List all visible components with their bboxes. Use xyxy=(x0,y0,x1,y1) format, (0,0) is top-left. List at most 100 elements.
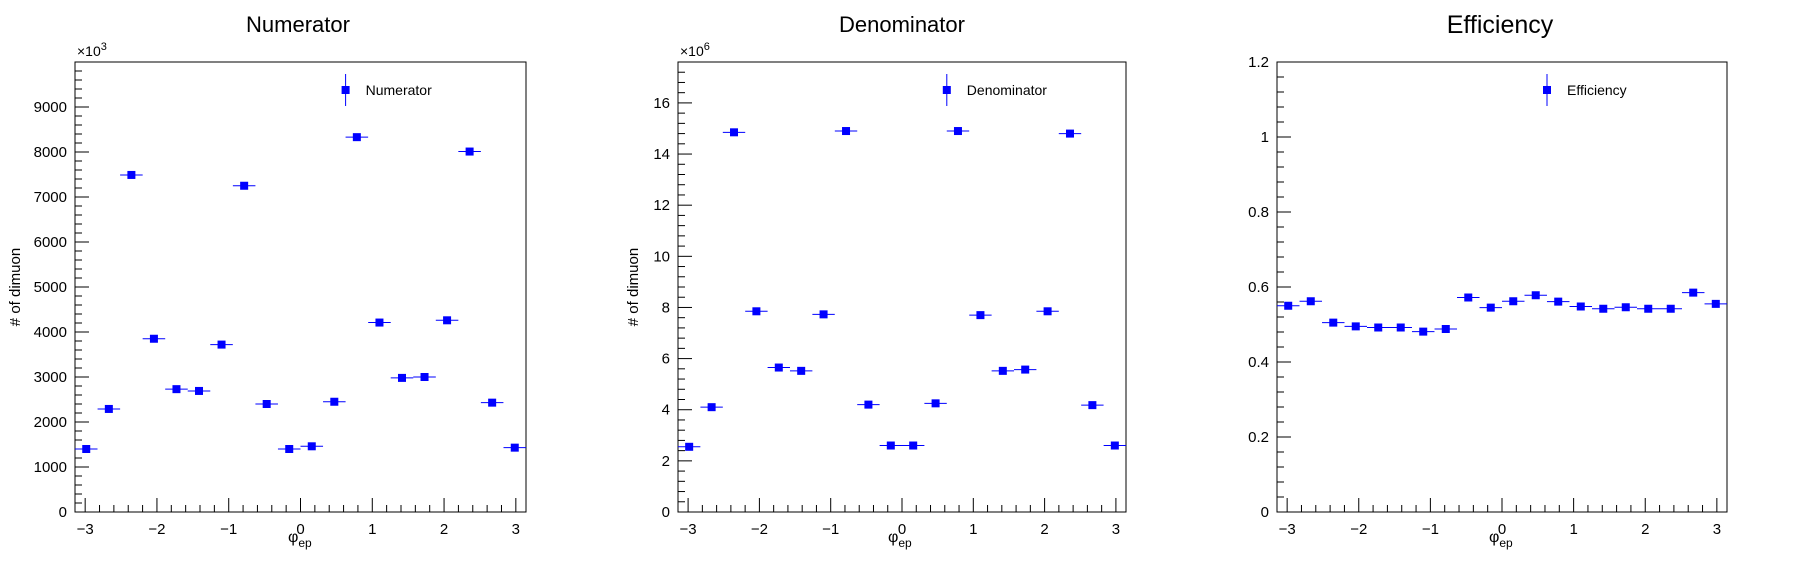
data-point xyxy=(857,400,880,409)
point-marker xyxy=(886,441,895,450)
data-point xyxy=(1524,291,1547,300)
y-tick-label: 16 xyxy=(653,95,670,112)
point-marker xyxy=(1689,288,1698,297)
x-tick-label: −3 xyxy=(1279,521,1296,538)
point-marker xyxy=(488,398,497,407)
point-marker xyxy=(953,127,962,136)
chart-title: Numerator xyxy=(246,12,350,37)
point-marker xyxy=(1065,129,1074,138)
data-point xyxy=(300,442,324,451)
x-axis-title-subscript: ep xyxy=(298,536,312,550)
y-tick-label: 8000 xyxy=(34,144,67,161)
x-tick-label: 0 xyxy=(296,521,304,538)
x-tick-label: −3 xyxy=(77,521,94,538)
x-tick-label: 1 xyxy=(1569,521,1577,538)
point-marker xyxy=(1088,401,1097,410)
point-marker xyxy=(1531,291,1540,300)
legend-label: Denominator xyxy=(967,82,1047,98)
point-marker xyxy=(864,400,873,409)
data-point xyxy=(901,441,925,450)
x-tick-label: 2 xyxy=(1641,521,1649,538)
y-multiplier-exponent: 3 xyxy=(101,41,107,53)
data-point xyxy=(187,386,211,395)
point-marker xyxy=(752,307,761,316)
chart-panel-2: Denominator−3 −2 −1 0 1 2 30246810121416×106# … xyxy=(625,12,1127,550)
data-point xyxy=(142,334,166,343)
data-point xyxy=(503,443,527,452)
point-marker xyxy=(1284,301,1293,310)
data-point xyxy=(1036,307,1059,316)
data-point xyxy=(1276,301,1300,310)
point-marker xyxy=(217,340,226,349)
x-tick-label: −2 xyxy=(751,521,768,538)
point-marker xyxy=(1110,441,1119,450)
data-point xyxy=(969,311,992,320)
y-tick-label: 7000 xyxy=(34,189,67,206)
data-point xyxy=(1659,304,1682,313)
data-point xyxy=(924,399,947,408)
data-point xyxy=(1681,288,1705,297)
point-marker xyxy=(1374,323,1383,332)
data-point xyxy=(946,127,970,136)
point-marker xyxy=(1306,297,1315,306)
x-axis-title-symbol: φ xyxy=(888,529,898,546)
y-tick-label: 0.4 xyxy=(1248,354,1269,371)
x-tick-label: 3 xyxy=(1112,521,1120,538)
data-point xyxy=(991,366,1015,375)
point-marker xyxy=(819,310,828,319)
data-point xyxy=(1103,441,1127,450)
point-marker xyxy=(909,441,918,450)
data-point xyxy=(1636,304,1660,313)
point-marker xyxy=(1351,322,1360,331)
x-axis-title: φep xyxy=(1489,529,1513,550)
data-point xyxy=(1546,297,1570,306)
data-point xyxy=(1366,323,1390,332)
x-tick-label: −1 xyxy=(822,521,839,538)
x-axis-title: φep xyxy=(888,529,912,550)
point-marker xyxy=(774,363,783,372)
x-tick-label: −2 xyxy=(148,521,165,538)
x-axis-title-symbol: φ xyxy=(1489,529,1499,546)
y-tick-label: 0 xyxy=(662,504,670,521)
x-axis-title-subscript: ep xyxy=(1499,536,1513,550)
x-tick-label: 3 xyxy=(1713,521,1721,538)
point-marker xyxy=(1021,365,1030,374)
y-tick-label: 0.8 xyxy=(1248,204,1269,221)
data-point xyxy=(1081,401,1104,410)
point-marker xyxy=(931,399,940,408)
data-point xyxy=(345,133,369,142)
data-point xyxy=(1704,299,1728,308)
point-marker xyxy=(1621,303,1630,312)
y-tick-label: 9000 xyxy=(34,99,67,116)
point-marker xyxy=(1419,327,1428,336)
legend-label: Numerator xyxy=(366,82,432,98)
x-tick-label: 2 xyxy=(440,521,448,538)
y-tick-label: 4000 xyxy=(34,324,67,341)
point-marker xyxy=(1441,325,1450,333)
data-point xyxy=(97,404,121,413)
data-point xyxy=(1614,303,1638,312)
data-point xyxy=(745,307,768,316)
point-marker xyxy=(1464,293,1473,302)
point-marker xyxy=(397,373,406,382)
legend-label: Efficiency xyxy=(1567,82,1627,98)
data-point xyxy=(1014,365,1037,374)
y-tick-label: 4 xyxy=(662,402,670,419)
point-marker xyxy=(82,445,91,453)
x-tick-label: 0 xyxy=(898,521,906,538)
plot-frame xyxy=(1276,61,1728,513)
data-point xyxy=(232,181,256,190)
legend-marker xyxy=(1543,86,1551,94)
y-tick-label: 14 xyxy=(653,146,670,163)
data-point xyxy=(1058,129,1082,138)
data-point xyxy=(1389,323,1412,332)
y-multiplier: ×103 xyxy=(77,41,107,59)
point-marker xyxy=(352,133,361,142)
x-tick-label: 1 xyxy=(969,521,977,538)
x-tick-label: 2 xyxy=(1040,521,1048,538)
data-point xyxy=(1457,293,1480,302)
y-tick-label: 1.2 xyxy=(1248,54,1269,71)
y-tick-label: 3000 xyxy=(34,369,67,386)
data-point xyxy=(1299,297,1323,306)
